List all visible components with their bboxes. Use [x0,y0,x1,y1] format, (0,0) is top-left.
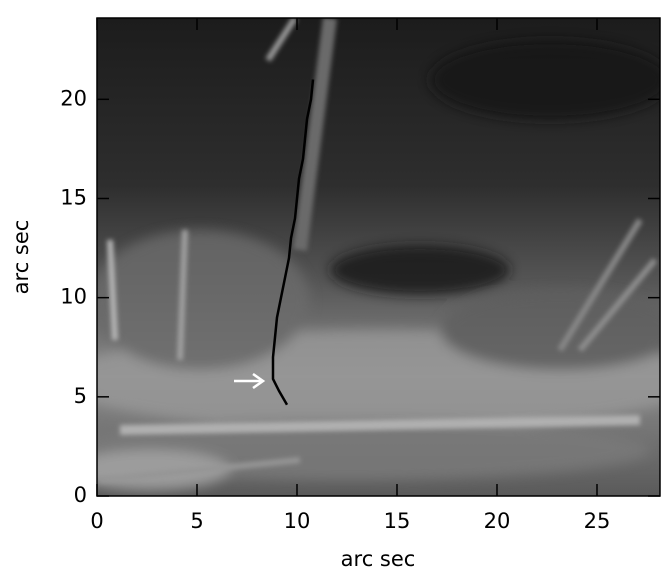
solar-image [97,18,660,496]
y-tick-label: 10 [60,285,87,309]
y-axis-label: arc sec [9,220,33,295]
x-axis-label: arc sec [341,547,416,571]
annotation-arrow [234,372,266,390]
y-tick-label: 5 [74,384,87,408]
x-tick-label: 25 [584,509,611,533]
x-tick-label: 20 [484,509,511,533]
traced-line [271,79,315,406]
x-tick-label: 0 [90,509,103,533]
x-tick-label: 15 [384,509,411,533]
x-tick-label: 10 [284,509,311,533]
y-tick-label: 15 [60,185,87,209]
x-tick-label: 5 [190,509,203,533]
y-tick-label: 20 [60,86,87,110]
plot-frame [96,17,661,497]
y-tick-label: 0 [74,483,87,507]
